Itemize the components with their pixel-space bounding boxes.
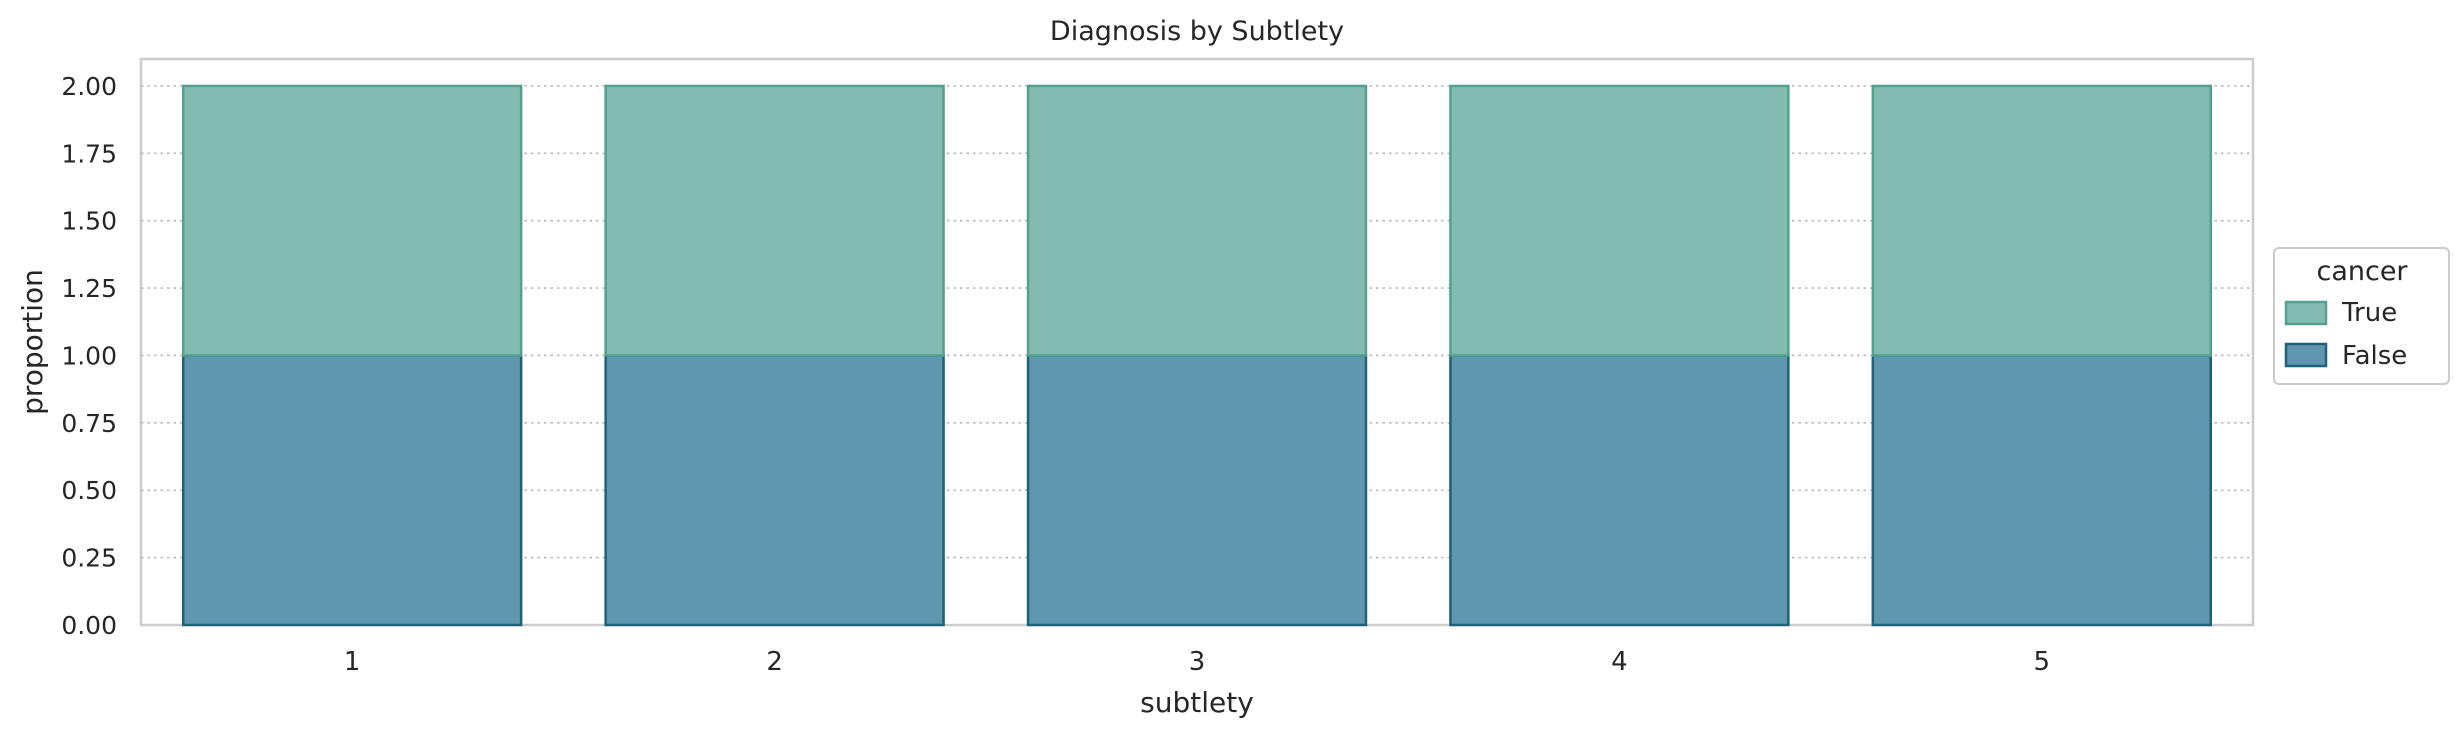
- bar-true-2: [604, 84, 945, 357]
- bar-true-5: [1871, 84, 2213, 357]
- y-tick-label: 2.00: [61, 72, 117, 101]
- y-tick-label: 0.00: [61, 611, 117, 640]
- y-tick-label: 1.00: [61, 341, 117, 370]
- y-tick-label: 0.75: [61, 409, 117, 438]
- legend-swatch-true: [2284, 300, 2328, 326]
- y-tick-label: 0.50: [61, 476, 117, 505]
- y-tick-labels: 0.00 0.25 0.50 0.75 1.00 1.25 1.50 1.75 2.00: [61, 72, 117, 640]
- x-tick-label: 3: [1189, 647, 1206, 677]
- bar-true-1: [181, 84, 523, 357]
- y-tick-label: 0.25: [61, 544, 117, 573]
- bars: [181, 84, 2213, 627]
- y-tick-label: 1.75: [61, 139, 117, 168]
- y-tick-label: 1.50: [61, 207, 117, 236]
- legend-label-false: False: [2342, 341, 2407, 371]
- x-tick-labels: 1 2 3 4 5: [344, 647, 2050, 677]
- x-tick-label: 5: [2034, 647, 2051, 677]
- legend: cancer True False: [2273, 247, 2450, 385]
- x-tick-label: 1: [344, 647, 361, 677]
- legend-title: cancer: [2316, 256, 2408, 287]
- y-axis-label: proportion: [16, 269, 49, 415]
- bar-false-5: [1871, 354, 2213, 627]
- bar-true-3: [1026, 84, 1368, 357]
- chart-title: Diagnosis by Subtlety: [1050, 16, 1344, 47]
- bar-true-4: [1449, 84, 1790, 357]
- y-tick-label: 1.25: [61, 274, 117, 303]
- x-tick-label: 2: [766, 647, 783, 677]
- x-tick-label: 4: [1611, 647, 1628, 677]
- bar-false-3: [1026, 354, 1368, 627]
- bar-false-1: [181, 354, 523, 627]
- legend-swatch-false: [2284, 342, 2328, 368]
- legend-label-true: True: [2341, 298, 2397, 328]
- x-axis-label: subtlety: [1140, 686, 1254, 719]
- bar-false-2: [604, 354, 945, 627]
- bar-false-4: [1449, 354, 1790, 627]
